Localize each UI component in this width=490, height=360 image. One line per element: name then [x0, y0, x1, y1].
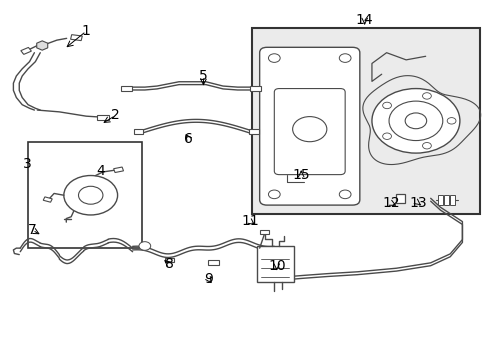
- Circle shape: [383, 133, 392, 139]
- Circle shape: [64, 176, 118, 215]
- Circle shape: [293, 117, 327, 142]
- Text: 12: 12: [383, 196, 400, 210]
- Bar: [257, 246, 294, 282]
- Text: 11: 11: [241, 214, 259, 228]
- Text: 8: 8: [165, 257, 173, 271]
- Polygon shape: [37, 41, 48, 50]
- Bar: [252, 28, 480, 214]
- Bar: [450, 195, 455, 205]
- Bar: [249, 130, 259, 134]
- Bar: [71, 35, 82, 41]
- Circle shape: [372, 89, 460, 153]
- Bar: [260, 230, 269, 234]
- Circle shape: [139, 242, 151, 250]
- Circle shape: [405, 113, 427, 129]
- Circle shape: [78, 186, 103, 204]
- Bar: [43, 197, 52, 202]
- Bar: [444, 195, 449, 205]
- Bar: [208, 260, 219, 265]
- Text: 5: 5: [199, 69, 208, 83]
- Bar: [250, 86, 261, 91]
- Bar: [165, 258, 173, 262]
- Text: 10: 10: [268, 259, 286, 273]
- Circle shape: [383, 102, 392, 109]
- Bar: [114, 167, 123, 172]
- Circle shape: [389, 101, 443, 140]
- Circle shape: [422, 93, 431, 99]
- Circle shape: [269, 190, 280, 199]
- Bar: [27, 142, 143, 248]
- Text: 14: 14: [356, 13, 373, 27]
- Text: 9: 9: [204, 271, 213, 285]
- Text: 13: 13: [410, 196, 427, 210]
- Bar: [21, 48, 31, 54]
- Bar: [396, 194, 405, 203]
- Text: 3: 3: [23, 157, 32, 171]
- Text: 2: 2: [111, 108, 120, 122]
- Circle shape: [422, 143, 431, 149]
- Text: 4: 4: [97, 164, 105, 178]
- Text: 1: 1: [82, 24, 91, 38]
- Bar: [438, 195, 443, 205]
- Bar: [122, 86, 132, 91]
- Text: 7: 7: [28, 223, 37, 237]
- Bar: [134, 130, 144, 134]
- FancyBboxPatch shape: [260, 47, 360, 205]
- Circle shape: [339, 190, 351, 199]
- Circle shape: [269, 54, 280, 62]
- Text: 6: 6: [184, 132, 193, 146]
- Text: 15: 15: [293, 168, 310, 182]
- Circle shape: [447, 118, 456, 124]
- FancyBboxPatch shape: [274, 89, 345, 175]
- Bar: [97, 115, 109, 120]
- Circle shape: [339, 54, 351, 62]
